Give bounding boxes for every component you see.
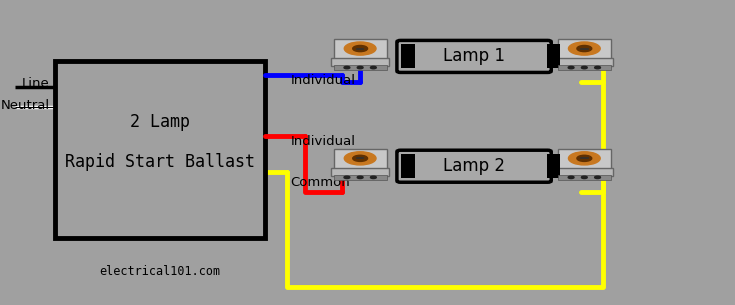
FancyBboxPatch shape xyxy=(334,175,387,180)
Circle shape xyxy=(568,66,574,69)
FancyBboxPatch shape xyxy=(558,175,611,180)
Circle shape xyxy=(344,42,376,55)
FancyBboxPatch shape xyxy=(558,65,611,70)
FancyBboxPatch shape xyxy=(55,61,265,238)
Text: 2 Lamp: 2 Lamp xyxy=(130,113,190,131)
Text: Common: Common xyxy=(290,177,350,189)
FancyBboxPatch shape xyxy=(397,41,551,73)
FancyBboxPatch shape xyxy=(401,154,415,178)
Text: Individual: Individual xyxy=(290,74,355,87)
Circle shape xyxy=(577,155,592,161)
Circle shape xyxy=(568,176,574,178)
Circle shape xyxy=(344,152,376,165)
Circle shape xyxy=(370,176,376,178)
Text: Individual: Individual xyxy=(290,135,355,148)
Circle shape xyxy=(357,176,363,178)
FancyBboxPatch shape xyxy=(397,150,551,182)
Circle shape xyxy=(581,66,587,69)
Text: Lamp 1: Lamp 1 xyxy=(443,47,505,66)
Circle shape xyxy=(568,42,600,55)
Circle shape xyxy=(595,176,600,178)
FancyBboxPatch shape xyxy=(331,168,390,176)
Circle shape xyxy=(595,66,600,69)
FancyBboxPatch shape xyxy=(331,58,390,66)
FancyBboxPatch shape xyxy=(558,149,611,170)
Text: Line: Line xyxy=(22,77,50,90)
Circle shape xyxy=(581,176,587,178)
Text: Neutral: Neutral xyxy=(1,99,50,112)
FancyBboxPatch shape xyxy=(334,39,387,60)
FancyBboxPatch shape xyxy=(555,168,614,176)
Text: Rapid Start Ballast: Rapid Start Ballast xyxy=(65,152,255,171)
FancyBboxPatch shape xyxy=(547,44,560,69)
FancyBboxPatch shape xyxy=(555,58,614,66)
Circle shape xyxy=(357,66,363,69)
Circle shape xyxy=(353,155,368,161)
Circle shape xyxy=(568,152,600,165)
FancyBboxPatch shape xyxy=(334,149,387,170)
Text: Lamp 2: Lamp 2 xyxy=(443,157,505,175)
FancyBboxPatch shape xyxy=(547,154,560,178)
Circle shape xyxy=(344,66,350,69)
Text: electrical101.com: electrical101.com xyxy=(100,265,220,278)
Circle shape xyxy=(577,45,592,52)
FancyBboxPatch shape xyxy=(558,39,611,60)
FancyBboxPatch shape xyxy=(401,44,415,69)
Circle shape xyxy=(344,176,350,178)
Circle shape xyxy=(370,66,376,69)
Circle shape xyxy=(353,45,368,52)
FancyBboxPatch shape xyxy=(334,65,387,70)
